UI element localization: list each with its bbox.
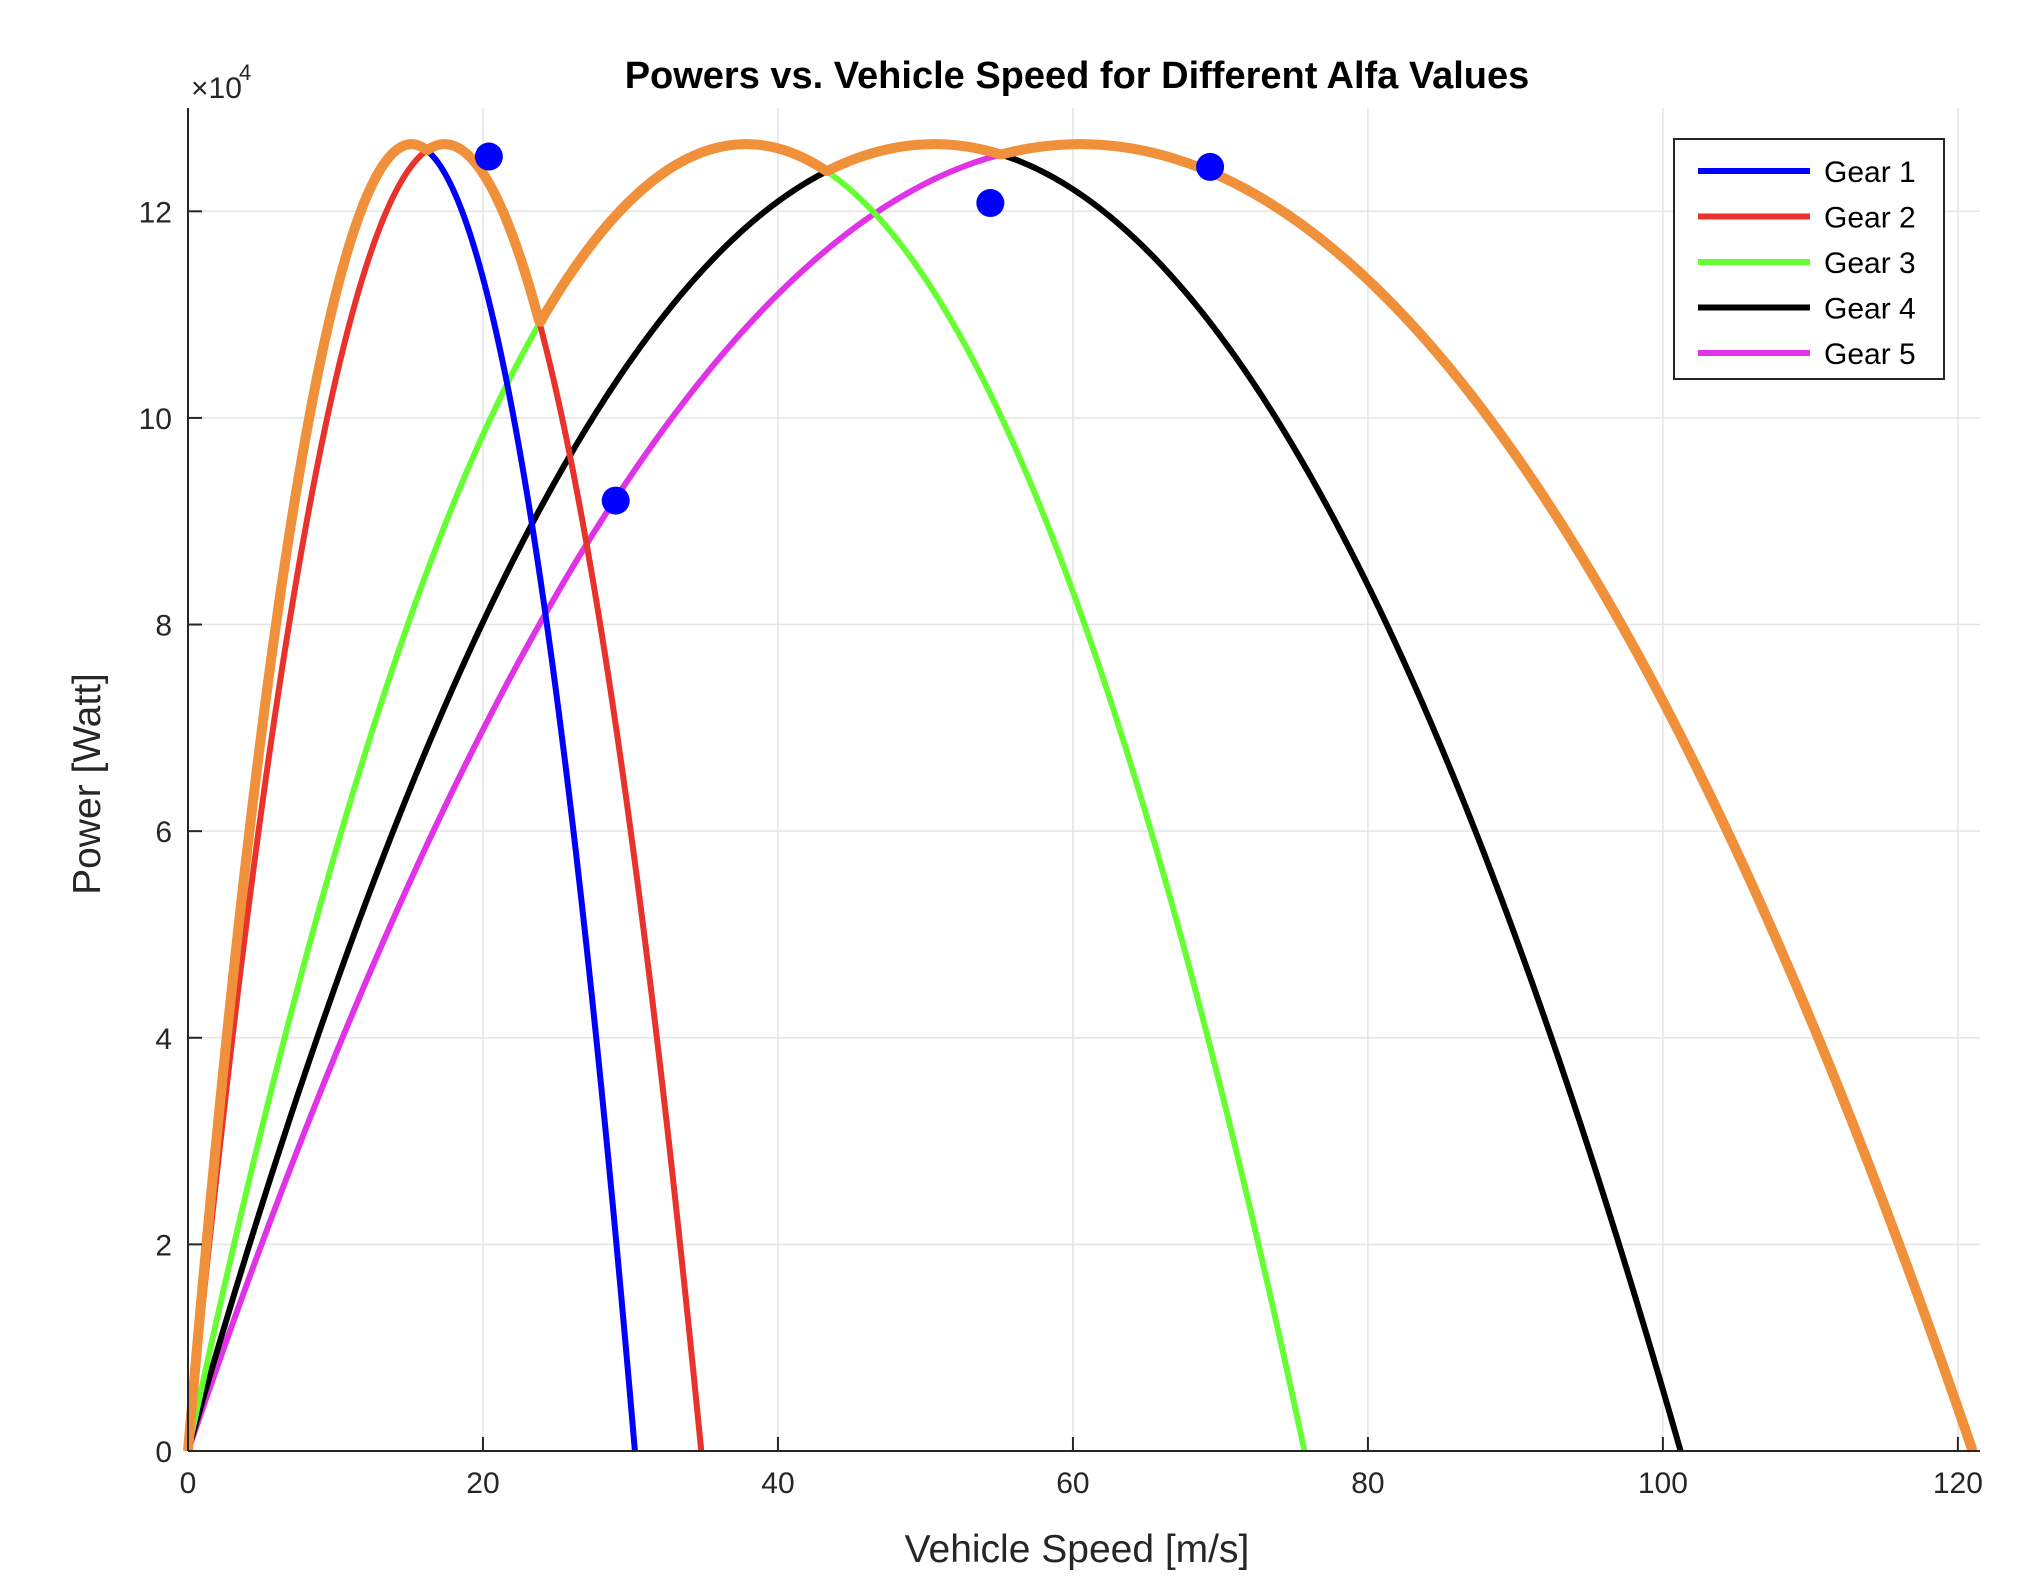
x-tick-label: 60 [1056, 1467, 1089, 1500]
y-tick-label: 0 [155, 1436, 172, 1469]
y-tick-label: 6 [155, 816, 172, 849]
x-tick-label: 80 [1351, 1467, 1384, 1500]
shift-point-1 [474, 142, 503, 171]
x-tick-label: 40 [761, 1467, 794, 1500]
legend-label-gear-1: Gear 1 [1824, 156, 1916, 189]
y-tick-label: 12 [139, 196, 172, 229]
y-axis-label: Power [Watt] [66, 673, 109, 895]
shift-point-2 [601, 486, 630, 515]
x-tick-label: 0 [180, 1467, 197, 1500]
shift-point-3 [976, 189, 1005, 218]
shift-point-4 [1196, 152, 1225, 181]
envelope-curve-group [183, 139, 1978, 1453]
y-exponent-power: 4 [239, 60, 251, 85]
x-tick-label: 120 [1933, 1467, 1983, 1500]
legend-label-gear-4: Gear 4 [1824, 293, 1916, 326]
tick-labels: 0 20 40 60 80 100 120 0 2 4 6 8 10 12 [139, 196, 1983, 1500]
legend: Gear 1 Gear 2 Gear 3 Gear 4 Gear 5 [1673, 138, 1945, 380]
shift-points [474, 142, 1225, 515]
y-tick-label: 2 [155, 1229, 172, 1262]
y-exponent-base: ×10 [191, 72, 242, 105]
envelope-curve [183, 139, 1978, 1453]
y-tick-label: 8 [155, 610, 172, 643]
y-tick-label: 4 [155, 1023, 172, 1056]
axes [187, 108, 1980, 1452]
legend-label-gear-3: Gear 3 [1824, 247, 1916, 280]
legend-label-gear-5: Gear 5 [1824, 338, 1916, 371]
y-tick-label: 10 [139, 403, 172, 436]
y-exponent: ×10 4 [191, 60, 251, 105]
chart-title: Powers vs. Vehicle Speed for Different A… [625, 55, 1530, 97]
x-axis-label: Vehicle Speed [m/s] [905, 1528, 1250, 1571]
x-tick-label: 100 [1638, 1467, 1688, 1500]
legend-label-gear-2: Gear 2 [1824, 202, 1916, 235]
x-tick-label: 20 [466, 1467, 499, 1500]
